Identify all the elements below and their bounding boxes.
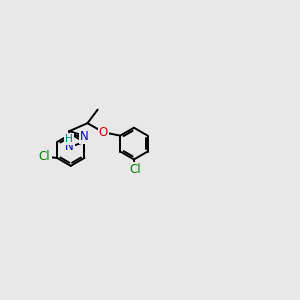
Text: Cl: Cl (129, 163, 141, 176)
Text: N: N (65, 140, 74, 154)
Text: H: H (65, 134, 73, 144)
Text: N: N (80, 130, 89, 142)
Text: Cl: Cl (39, 150, 50, 163)
Text: O: O (99, 126, 108, 139)
